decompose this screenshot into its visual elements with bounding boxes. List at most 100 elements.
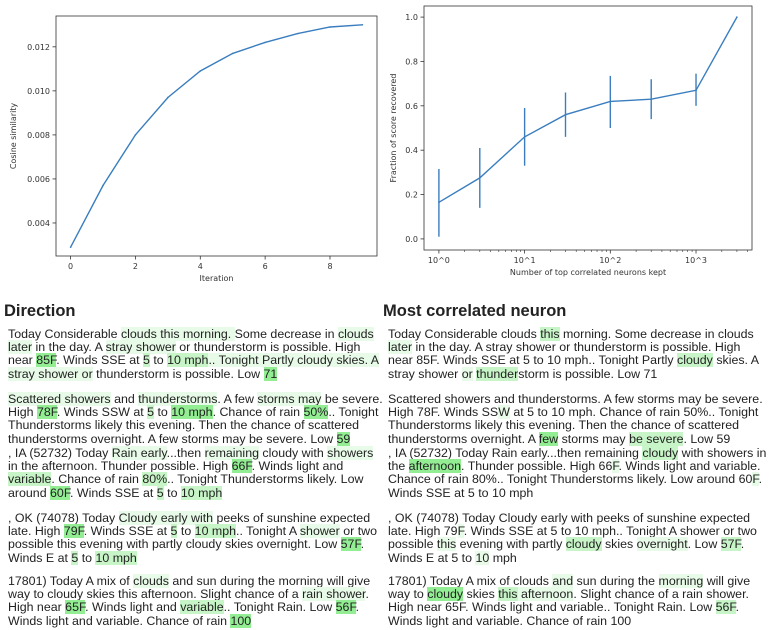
token: morning. Some decrease in clouds xyxy=(559,327,754,341)
token: thunder xyxy=(476,366,519,381)
data-point xyxy=(199,70,202,72)
token: afternoon xyxy=(408,459,462,474)
token: . Winds SSE at 5 to 10 mph.. Tonight A s… xyxy=(388,524,757,552)
token: in the day. A xyxy=(32,340,106,355)
token: . Slight chance of a rain shower. High n… xyxy=(388,587,749,615)
token: Scattered showers and thunderstorms. A f… xyxy=(388,392,763,420)
token: morning xyxy=(658,574,704,588)
token: . Winds light and variable. Chance of ra… xyxy=(388,459,761,487)
data-point xyxy=(438,201,440,204)
y-tick-label: 0.4 xyxy=(405,146,418,155)
y-tick-label: 0.2 xyxy=(405,191,418,200)
text-paragraph: 17801) Today A mix of clouds and sun dur… xyxy=(388,574,768,628)
series-line xyxy=(69,24,363,248)
fraction-recovered-chart: 10^0 10^1 10^2 10^3 0.0 0.2 0.4 0.6 0.8 1.0 Number… xyxy=(389,5,753,277)
token: showers xyxy=(327,446,374,460)
token: F xyxy=(457,524,464,539)
token: 71 xyxy=(263,366,278,381)
token: or xyxy=(461,366,473,381)
token: .. Tonight Thunderstorms likely this eve… xyxy=(8,405,379,446)
token: variable xyxy=(180,600,224,615)
token: 85F xyxy=(36,353,57,368)
token: clouds xyxy=(133,574,169,588)
y-tick-label: 0.008 xyxy=(27,131,50,140)
x-tick-label: 10^0 xyxy=(428,256,450,265)
y-axis-label: Cosine similarity xyxy=(9,103,18,170)
token: .. Tonight Rain. Low xyxy=(223,600,336,615)
token: later xyxy=(8,340,33,355)
text-paragraph: Today Considerable clouds this morning. … xyxy=(8,327,386,381)
token: 56F xyxy=(335,600,356,615)
token: and xyxy=(110,392,139,406)
token: peeks of sunshine expected late. High xyxy=(8,511,371,539)
y-axis-label: Fraction of score recovered xyxy=(389,74,398,183)
text-paragraph: Scattered showers and thunderstorms. A f… xyxy=(388,392,768,446)
token: storms may xyxy=(257,392,322,406)
token: 10 mph xyxy=(194,524,237,539)
data-point xyxy=(329,26,331,28)
token: remaining xyxy=(204,446,259,460)
token: variable xyxy=(8,472,52,487)
token: 10 mph xyxy=(167,353,209,368)
token: to xyxy=(163,485,181,500)
token: . Winds SSE at xyxy=(56,353,143,368)
token: , OK (74078) Today Cloudy early with pee… xyxy=(388,511,751,539)
data-point xyxy=(523,136,526,138)
x-axis-label: Iteration xyxy=(200,274,234,283)
token: this xyxy=(540,327,560,341)
x-tick-label: 8 xyxy=(327,262,332,271)
token: .. Tonight Thunderstorms likely. Low aro… xyxy=(8,472,364,500)
token: to xyxy=(149,353,168,368)
token: sun during the xyxy=(573,574,659,588)
token: 66F xyxy=(231,459,252,474)
token: shower xyxy=(132,340,176,355)
token: Today Considerable xyxy=(8,327,121,341)
x-tick-label: 2 xyxy=(133,262,138,271)
y-tick-label: 0.004 xyxy=(27,219,50,228)
token: 56F xyxy=(715,600,736,615)
token: skies xyxy=(601,537,637,552)
token: be severe xyxy=(629,431,684,446)
token: cloudy xyxy=(642,446,679,460)
token: F xyxy=(612,459,619,474)
data-point xyxy=(361,24,364,26)
text-paragraph: , OK (74078) Today Cloudy early with pee… xyxy=(388,511,768,565)
token: this morning. xyxy=(156,327,235,341)
y-tick-label: 1.0 xyxy=(405,13,418,22)
data-point xyxy=(167,96,169,99)
token: 5 xyxy=(143,353,150,368)
cosine-similarity-chart: 0 2 4 6 8 0.004 0.006 0.008 0.010 0.012 Iteration C… xyxy=(9,15,378,283)
text-paragraph: 17801) Today A mix of clouds and sun dur… xyxy=(8,574,386,628)
data-point xyxy=(134,134,137,136)
token: . Winds light and variable. Chance of ra… xyxy=(388,600,740,628)
token: afternoon xyxy=(517,587,574,602)
y-tick-label: 0.012 xyxy=(27,43,50,52)
token: storm is possible. Low 71 xyxy=(518,366,658,381)
token: be severe. High xyxy=(8,392,383,420)
token: . Winds SSE at xyxy=(83,524,171,539)
token: 100 xyxy=(230,613,252,628)
token: 50% xyxy=(303,405,329,420)
token: . Winds SSE at 5 to 10 mph xyxy=(388,472,763,500)
token: .. Tonight A xyxy=(236,524,300,539)
token: cloudy with xyxy=(258,446,328,460)
token: 57F xyxy=(340,537,361,552)
data-point xyxy=(609,100,612,103)
token: . Chance of rain xyxy=(212,405,304,420)
token: 10 mph xyxy=(171,405,213,420)
data-point xyxy=(736,16,738,18)
x-tick-label: 10^1 xyxy=(514,256,536,265)
token: cloudy xyxy=(427,587,464,602)
token: and xyxy=(552,574,574,588)
text-paragraph: , OK (74078) Today Cloudy early with pee… xyxy=(8,511,386,565)
token: 60F xyxy=(50,485,71,500)
token: . Winds SSW at xyxy=(56,405,148,420)
neuron-title: Most correlated neuron xyxy=(383,302,567,320)
axes-frame xyxy=(423,5,753,251)
data-point xyxy=(264,41,266,44)
token: 80% xyxy=(142,472,168,487)
token: with showers in the xyxy=(388,446,767,474)
data-point xyxy=(69,246,72,248)
token: 5 xyxy=(147,405,155,420)
y-tick-label: 0.8 xyxy=(405,57,418,66)
